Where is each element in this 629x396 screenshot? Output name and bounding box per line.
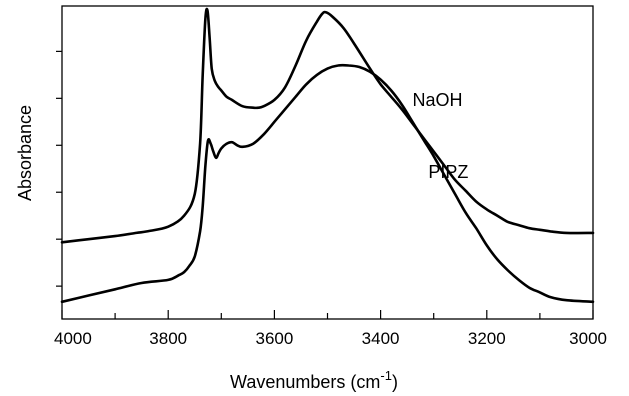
series-label-pipz: PIPZ (428, 162, 468, 182)
x-axis-title-superscript: -1 (380, 368, 392, 383)
x-tick-label: 3600 (255, 329, 293, 348)
series-curves (60, 7, 595, 304)
y-axis-title: Absorbance (15, 105, 35, 201)
x-tick-label: 4000 (54, 329, 92, 348)
series-line-pipz (60, 63, 595, 304)
plot-frame (61, 5, 594, 320)
x-axis-title-close: ) (392, 372, 398, 392)
x-axis-title-main: Wavenumbers (cm (230, 372, 380, 392)
axis-ticks (56, 50, 594, 319)
x-tick-label: 3800 (149, 329, 187, 348)
x-tick-label: 3000 (569, 329, 607, 348)
series-label-naoh: NaOH (412, 90, 462, 110)
x-axis-title: Wavenumbers (cm-1) (230, 368, 398, 392)
x-tick-labels: 4000 3800 3600 3400 3200 3000 (54, 329, 607, 348)
x-tick-label: 3200 (468, 329, 506, 348)
x-tick-label: 3400 (362, 329, 400, 348)
series-labels: NaOH PIPZ (412, 90, 468, 182)
series-line-naoh (60, 7, 595, 244)
